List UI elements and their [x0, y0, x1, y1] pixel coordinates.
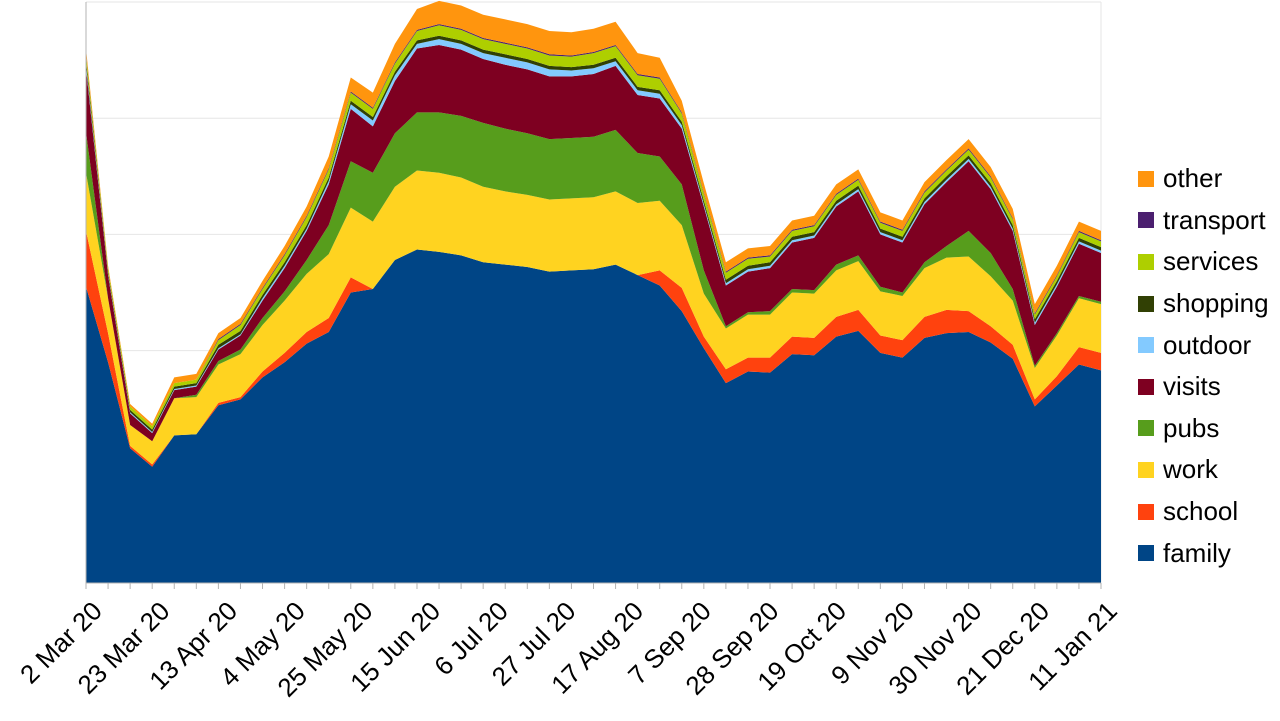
legend-swatch: [1138, 212, 1154, 229]
legend-item-shopping: shopping: [1138, 283, 1280, 325]
legend-label: school: [1163, 496, 1239, 527]
axes: [85, 2, 1102, 589]
legend-swatch: [1138, 378, 1154, 395]
legend-item-other: other: [1138, 158, 1280, 200]
legend-item-family: family: [1138, 532, 1280, 574]
legend-swatch: [1138, 337, 1154, 354]
legend-swatch: [1138, 545, 1154, 562]
legend-item-services: services: [1138, 241, 1280, 283]
legend-label: visits: [1163, 371, 1221, 402]
legend-swatch: [1138, 461, 1154, 478]
legend-label: other: [1163, 163, 1223, 194]
area-visits: [86, 44, 1101, 442]
area-pubs: [86, 112, 1101, 442]
legend-item-visits: visits: [1138, 366, 1280, 408]
legend-swatch: [1138, 503, 1154, 520]
legend: other transport services shopping outdoor vis…: [1138, 158, 1280, 574]
legend-label: shopping: [1163, 288, 1269, 319]
area-family: [86, 249, 1101, 583]
legend-label: family: [1163, 537, 1231, 568]
legend-swatch: [1138, 295, 1154, 312]
legend-label: services: [1163, 246, 1259, 277]
legend-item-outdoor: outdoor: [1138, 324, 1280, 366]
legend-label: transport: [1163, 204, 1266, 235]
area-school: [86, 230, 1101, 467]
legend-label: pubs: [1163, 412, 1220, 443]
legend-label: outdoor: [1163, 329, 1252, 360]
legend-item-pubs: pubs: [1138, 408, 1280, 450]
legend-item-transport: transport: [1138, 200, 1280, 242]
legend-swatch: [1138, 170, 1154, 187]
legend-swatch: [1138, 253, 1154, 270]
legend-swatch: [1138, 420, 1154, 437]
legend-item-school: school: [1138, 491, 1280, 533]
series-areas: [86, 0, 1101, 583]
legend-item-work: work: [1138, 449, 1280, 491]
area-work: [86, 170, 1101, 465]
legend-label: work: [1163, 454, 1218, 485]
